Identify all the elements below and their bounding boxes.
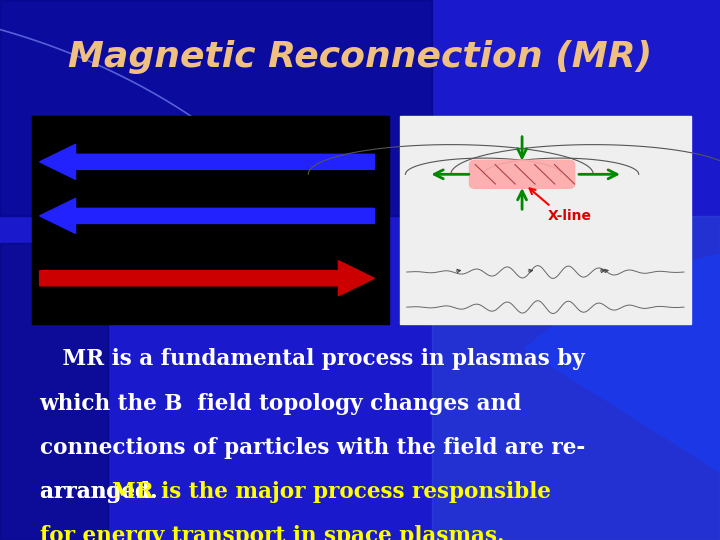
Text: connections of particles with the field are re-: connections of particles with the field …: [40, 437, 585, 459]
Bar: [0, 243, 108, 540]
Text: MR is a fundamental process in plasmas by: MR is a fundamental process in plasmas b…: [40, 348, 585, 370]
Bar: [32, 116, 389, 324]
Text: for energy transport in space plasmas.: for energy transport in space plasmas.: [40, 525, 504, 540]
Wedge shape: [525, 243, 720, 540]
Text: arranged.: arranged.: [40, 481, 165, 503]
Text: MR is the major process responsible: MR is the major process responsible: [112, 481, 551, 503]
FancyArrow shape: [40, 198, 374, 233]
FancyBboxPatch shape: [469, 160, 575, 188]
Text: which the B  field topology changes and: which the B field topology changes and: [40, 393, 522, 415]
Text: X-line: X-line: [547, 210, 591, 224]
Text: arranged.: arranged.: [40, 481, 165, 503]
Text: Magnetic Reconnection (MR): Magnetic Reconnection (MR): [68, 40, 652, 73]
FancyArrow shape: [40, 261, 374, 296]
FancyArrow shape: [40, 144, 374, 179]
Bar: [400, 116, 691, 324]
Bar: [0, 0, 432, 216]
Bar: [432, 216, 720, 540]
